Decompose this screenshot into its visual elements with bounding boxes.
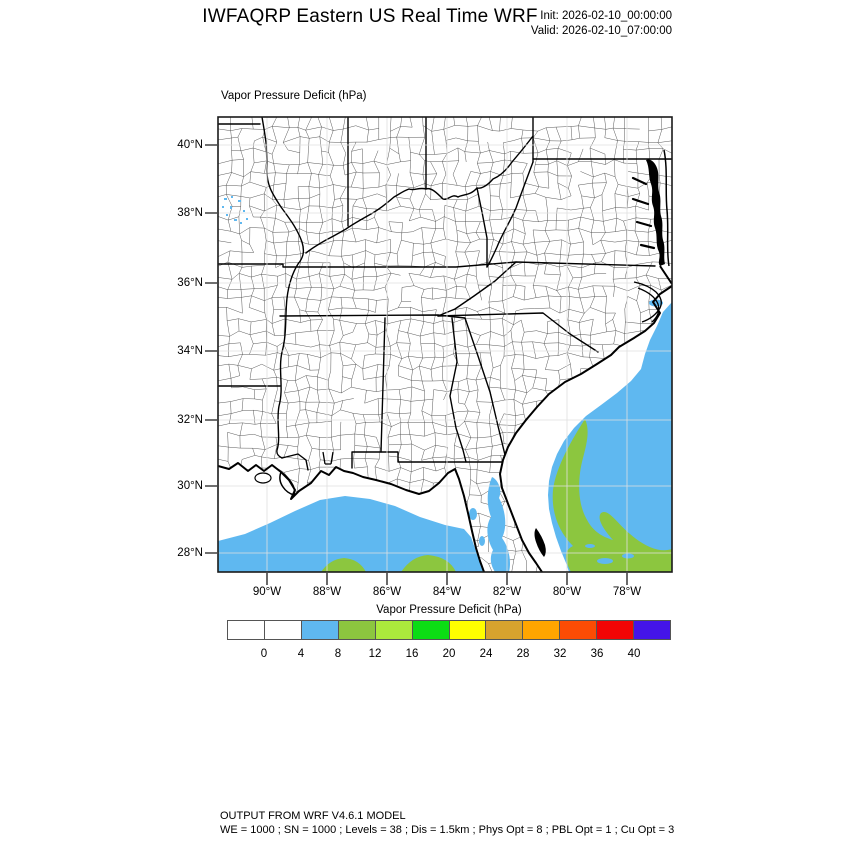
colorbar-swatch	[411, 621, 449, 639]
colorbar-tick-label: 16	[405, 648, 419, 660]
vpd-green-blue-holes	[585, 544, 634, 564]
colorbar-tick-label: 4	[297, 648, 305, 660]
footer-config-line: WE = 1000 ; SN = 1000 ; Levels = 38 ; Di…	[220, 824, 675, 836]
vpd-shading-green	[321, 419, 672, 572]
footer-model-line: OUTPUT FROM WRF V4.6.1 MODEL	[220, 810, 406, 822]
lat-label-32n: 32°N	[177, 414, 203, 426]
lon-ticks	[266, 573, 628, 585]
field-title: Vapor Pressure Deficit (hPa)	[221, 90, 367, 102]
colorbar-swatch	[448, 621, 486, 639]
lon-label-78w: 78°W	[612, 586, 642, 598]
lon-label-80w: 80°W	[552, 586, 582, 598]
lon-label-86w: 86°W	[372, 586, 402, 598]
chesapeake-bay	[631, 149, 672, 285]
colorbar-swatch	[633, 621, 671, 639]
colorbar-swatch	[374, 621, 412, 639]
colorbar-tick-label: 12	[368, 648, 382, 660]
colorbar-tick-label: 8	[334, 648, 342, 660]
colorbar-tick-label: 0	[260, 648, 268, 660]
colorbar-tick-label: 20	[442, 648, 456, 660]
colorbar-tick-label: 40	[627, 648, 641, 660]
colorbar-swatch	[228, 621, 264, 639]
colorbar-tick-label: 32	[553, 648, 567, 660]
lat-label-38n: 38°N	[177, 207, 203, 219]
vpd-shading-blue	[218, 299, 672, 572]
lat-label-36n: 36°N	[177, 277, 203, 289]
colorbar-swatch	[337, 621, 375, 639]
init-timestamp: Init: 2026-02-10_00:00:00	[540, 10, 672, 22]
valid-timestamp: Valid: 2026-02-10_07:00:00	[530, 25, 672, 37]
lat-ticks	[205, 144, 217, 554]
lat-label-28n: 28°N	[177, 547, 203, 559]
colorbar-tick-label: 28	[516, 648, 530, 660]
carolina-sounds	[633, 281, 662, 323]
colorbar-tick-label: 36	[590, 648, 604, 660]
colorbar-title: Vapor Pressure Deficit (hPa)	[376, 604, 522, 616]
colorbar-tick-label: 24	[479, 648, 493, 660]
state-boundaries	[218, 117, 672, 471]
lon-label-88w: 88°W	[312, 586, 342, 598]
lon-label-82w: 82°W	[492, 586, 522, 598]
lat-label-40n: 40°N	[177, 139, 203, 151]
cape-canaveral	[534, 528, 546, 557]
colorbar-swatch	[596, 621, 634, 639]
lon-label-84w: 84°W	[432, 586, 462, 598]
graticule	[218, 117, 672, 572]
colorbar-swatch	[263, 621, 301, 639]
colorbar	[227, 620, 671, 640]
vpd-flecks-missouri	[222, 196, 248, 224]
colorbar-swatch	[300, 621, 338, 639]
colorbar-swatch	[522, 621, 560, 639]
colorbar-swatch	[485, 621, 523, 639]
lat-label-34n: 34°N	[177, 345, 203, 357]
lon-label-90w: 90°W	[252, 586, 282, 598]
colorbar-swatch	[559, 621, 597, 639]
map-frame	[217, 116, 673, 573]
coastline	[218, 285, 672, 572]
page-title: IWFAQRP Eastern US Real Time WRF	[202, 6, 538, 27]
lat-label-30n: 30°N	[177, 480, 203, 492]
gulf-coast-detail	[254, 451, 334, 496]
